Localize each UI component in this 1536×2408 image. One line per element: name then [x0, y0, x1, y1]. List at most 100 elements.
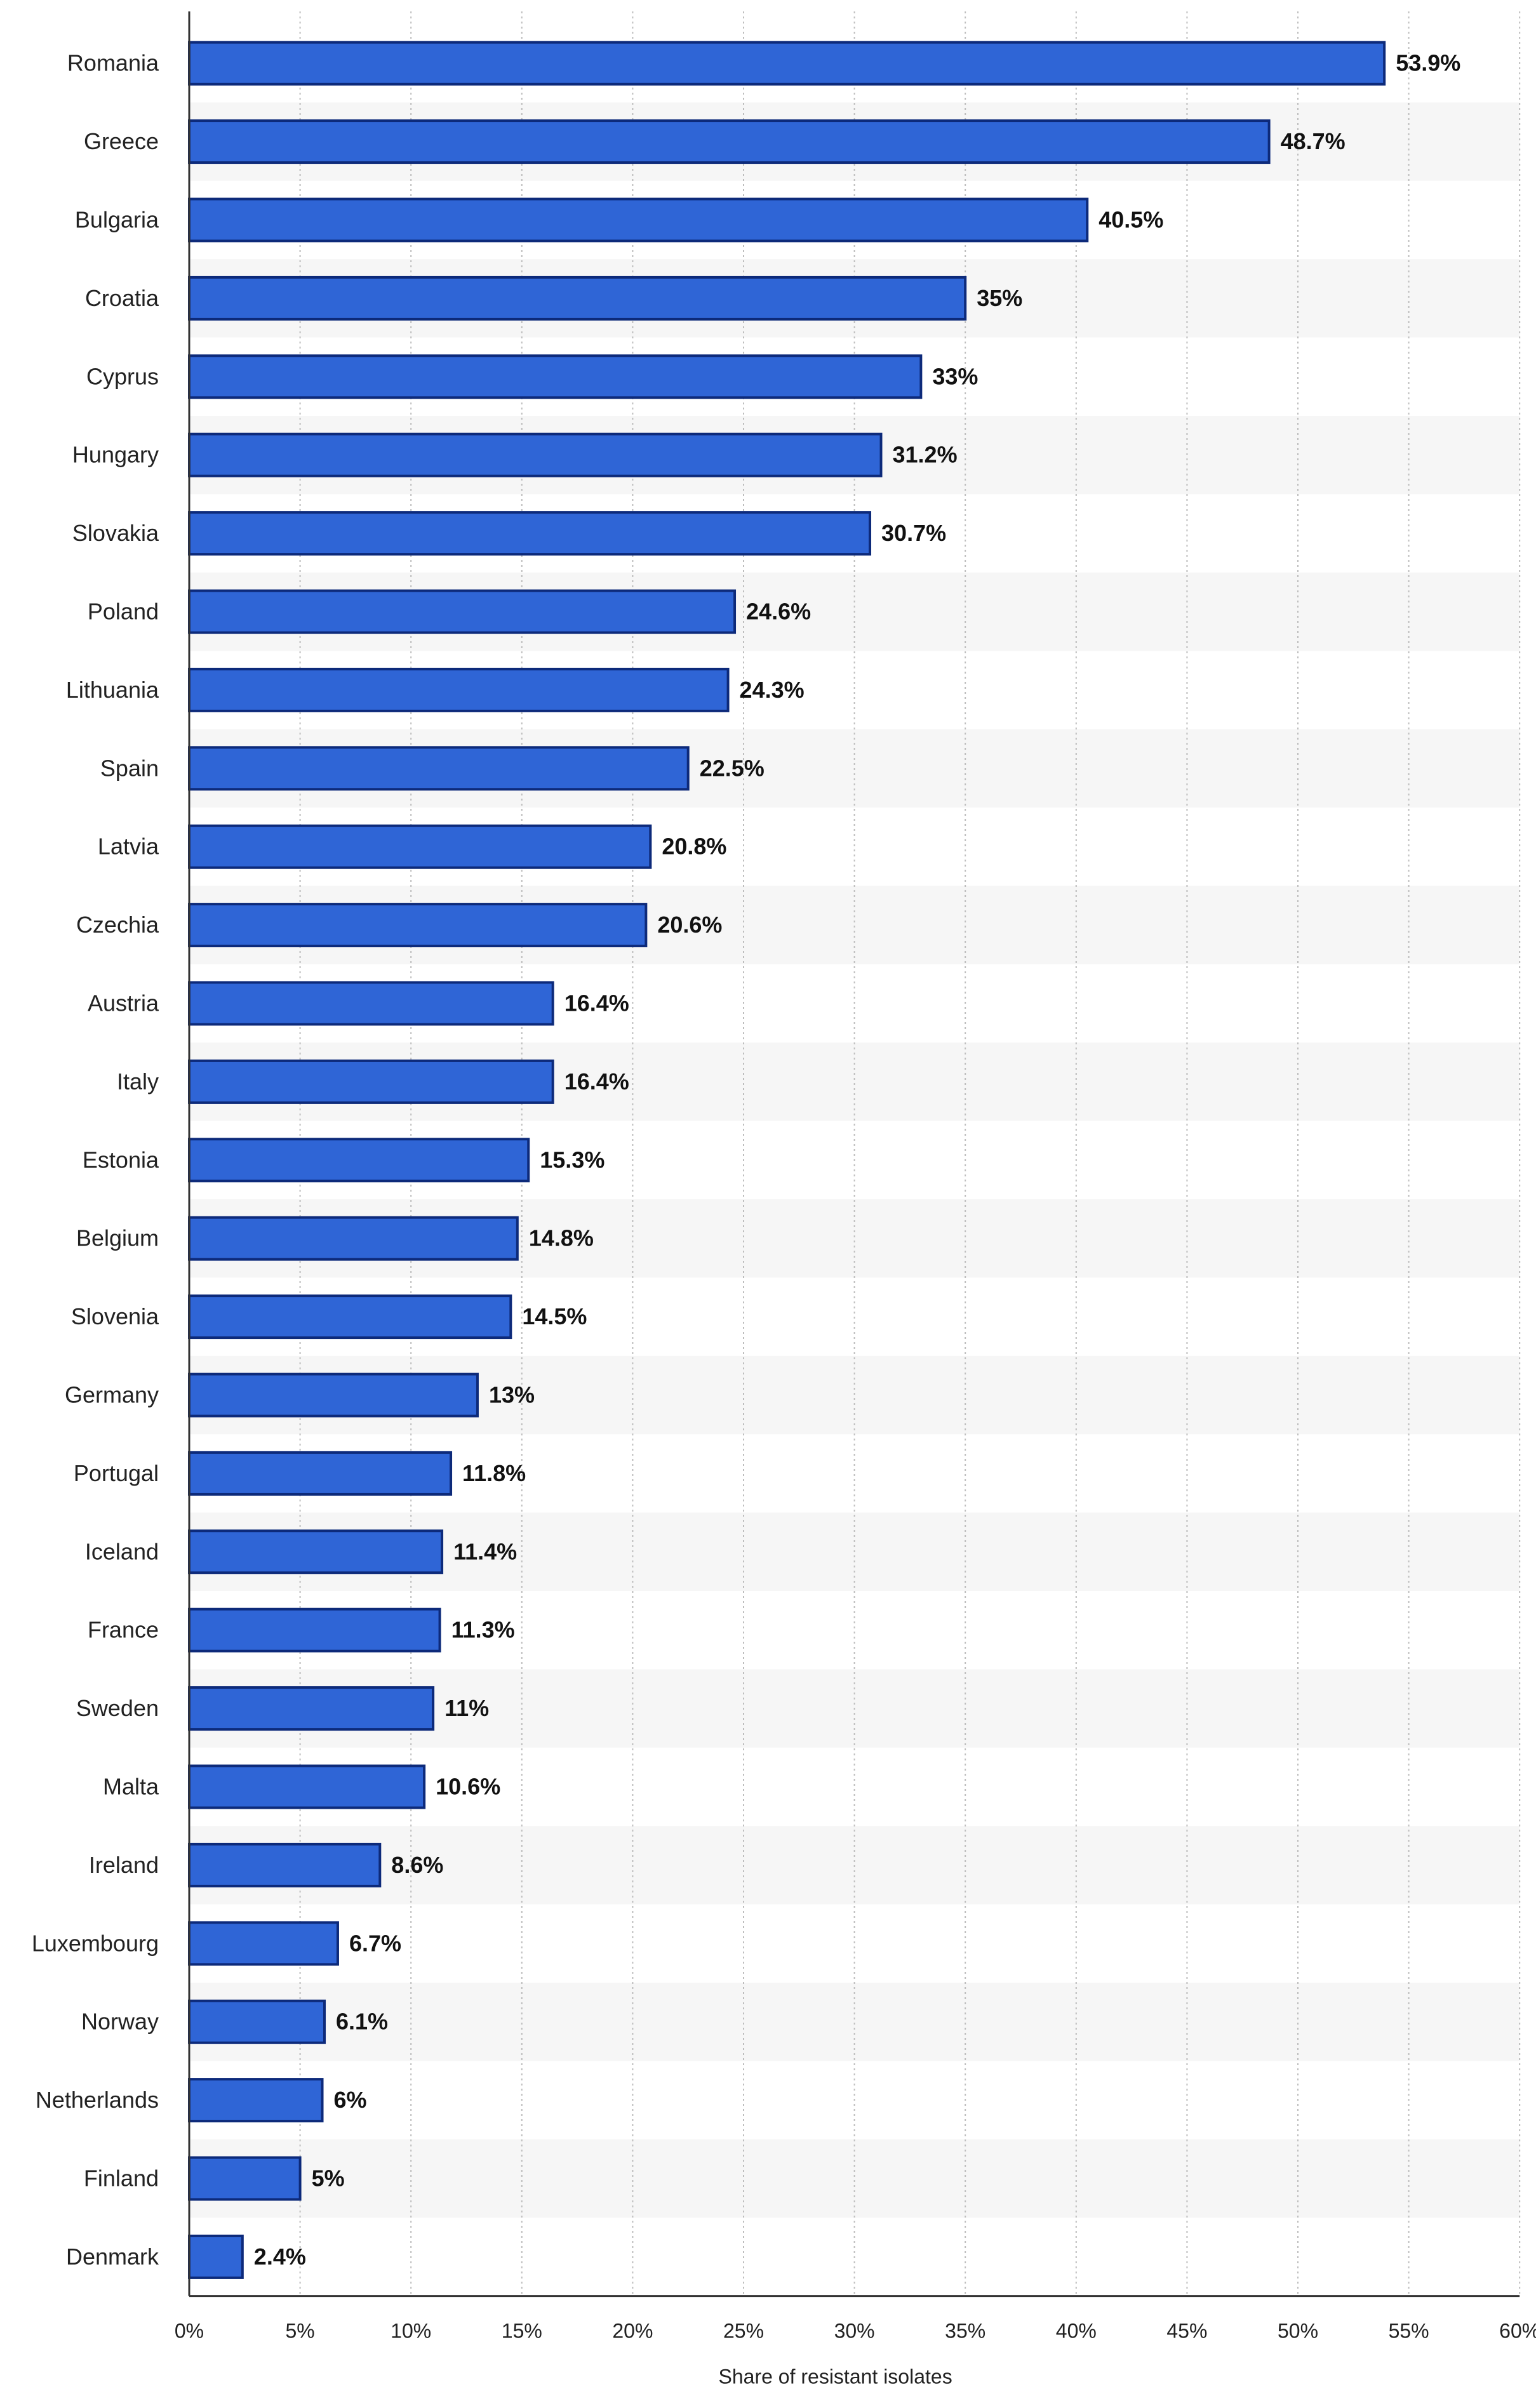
bar [188, 2234, 244, 2279]
category-label: Italy [117, 1068, 159, 1094]
value-label: 33% [932, 363, 978, 389]
bar [188, 589, 737, 634]
bar [188, 1764, 426, 1809]
value-labels: 53.9% 48.7% 40.5% 35% 33% 31.2% 30.7% 24.6% 24.3… [254, 50, 1460, 2270]
value-label: 24.6% [746, 599, 811, 625]
category-label: Spain [100, 755, 159, 781]
category-label: Romania [67, 50, 159, 76]
bar [188, 41, 1386, 86]
value-label: 14.5% [522, 1303, 587, 1329]
category-label: Netherlands [36, 2087, 159, 2113]
value-label: 20.8% [662, 834, 726, 860]
value-label: 13% [489, 1382, 535, 1408]
value-label: 6% [334, 2087, 367, 2113]
value-label: 24.3% [740, 677, 805, 703]
x-tick-label: 40% [1056, 2320, 1097, 2343]
bar [188, 432, 883, 477]
bar [188, 824, 652, 869]
row-band [189, 2139, 1520, 2218]
bar [188, 1294, 512, 1340]
value-label: 22.5% [700, 755, 765, 781]
bar [188, 1451, 453, 1496]
bar [188, 1999, 326, 2044]
category-label: France [88, 1617, 159, 1643]
value-label: 15.3% [540, 1147, 604, 1173]
bar [188, 2156, 302, 2201]
category-label: Bulgaria [75, 207, 159, 233]
x-tick-label: 35% [945, 2320, 985, 2343]
bar [188, 1059, 554, 1104]
category-label: Croatia [85, 285, 159, 311]
value-label: 11% [444, 1695, 489, 1721]
category-label: Denmark [66, 2244, 159, 2270]
value-label: 30.7% [881, 520, 946, 546]
category-label: Ireland [89, 1852, 159, 1878]
x-tick-label: 25% [723, 2320, 764, 2343]
category-label: Slovakia [72, 520, 159, 546]
value-label: 14.8% [529, 1225, 594, 1251]
value-label: 10.6% [436, 1774, 500, 1800]
bar [188, 197, 1089, 243]
x-tick-label: 5% [285, 2320, 314, 2343]
value-label: 35% [977, 285, 1022, 311]
value-label: 11.3% [451, 1617, 515, 1643]
category-label: Germany [65, 1382, 159, 1408]
category-label: Greece [84, 128, 159, 154]
category-label: Austria [88, 990, 159, 1016]
value-label: 11.4% [453, 1538, 517, 1564]
bar [188, 1373, 479, 1418]
category-label: Estonia [83, 1147, 159, 1173]
bar [188, 667, 730, 712]
value-label: 31.2% [893, 442, 958, 468]
bars [188, 41, 1386, 2279]
bar [188, 1842, 382, 1887]
x-axis-title: Share of resistant isolates [719, 2365, 952, 2388]
category-label: Norway [81, 2009, 159, 2035]
x-tick-labels: 0% 5% 10% 15% 20% 25% 30% 35% 40% 45% 50% 55% 60% [175, 2320, 1536, 2343]
bar [188, 981, 554, 1026]
value-label: 8.6% [391, 1852, 443, 1878]
category-label: Poland [88, 599, 159, 625]
category-label: Lithuania [66, 677, 159, 703]
category-label: Hungary [72, 442, 159, 468]
category-label: Belgium [76, 1225, 159, 1251]
category-label: Cyprus [86, 363, 159, 389]
value-label: 53.9% [1396, 50, 1460, 76]
category-label: Iceland [85, 1538, 159, 1564]
value-label: 40.5% [1099, 207, 1163, 233]
category-label: Slovenia [71, 1303, 159, 1329]
x-tick-label: 50% [1278, 2320, 1318, 2343]
x-tick-label: 55% [1389, 2320, 1429, 2343]
value-label: 11.8% [462, 1460, 526, 1486]
category-label: Czechia [76, 912, 159, 938]
bar [188, 1686, 435, 1731]
row-band [189, 1983, 1520, 2061]
bar [188, 2078, 324, 2123]
category-label: Malta [103, 1774, 159, 1800]
category-label: Portugal [74, 1460, 159, 1486]
x-tick-label: 0% [175, 2320, 204, 2343]
bar [188, 1607, 441, 1653]
category-label: Sweden [76, 1695, 159, 1721]
bar [188, 1216, 519, 1261]
x-tick-label: 20% [612, 2320, 653, 2343]
x-tick-label: 60% [1499, 2320, 1536, 2343]
bar [188, 746, 690, 791]
category-label: Finland [84, 2165, 159, 2192]
value-label: 5% [312, 2165, 345, 2192]
bar [188, 1138, 530, 1183]
value-label: 2.4% [254, 2244, 306, 2270]
value-label: 16.4% [564, 990, 629, 1016]
value-label: 6.1% [336, 2009, 388, 2035]
category-label: Luxembourg [32, 1930, 159, 1956]
bar [188, 903, 648, 948]
bar [188, 276, 967, 321]
x-tick-label: 30% [834, 2320, 875, 2343]
axes [188, 11, 1520, 2298]
x-tick-label: 45% [1166, 2320, 1207, 2343]
value-label: 16.4% [564, 1068, 629, 1094]
value-label: 6.7% [349, 1930, 401, 1956]
x-tick-label: 15% [502, 2320, 542, 2343]
bar [188, 1529, 444, 1574]
